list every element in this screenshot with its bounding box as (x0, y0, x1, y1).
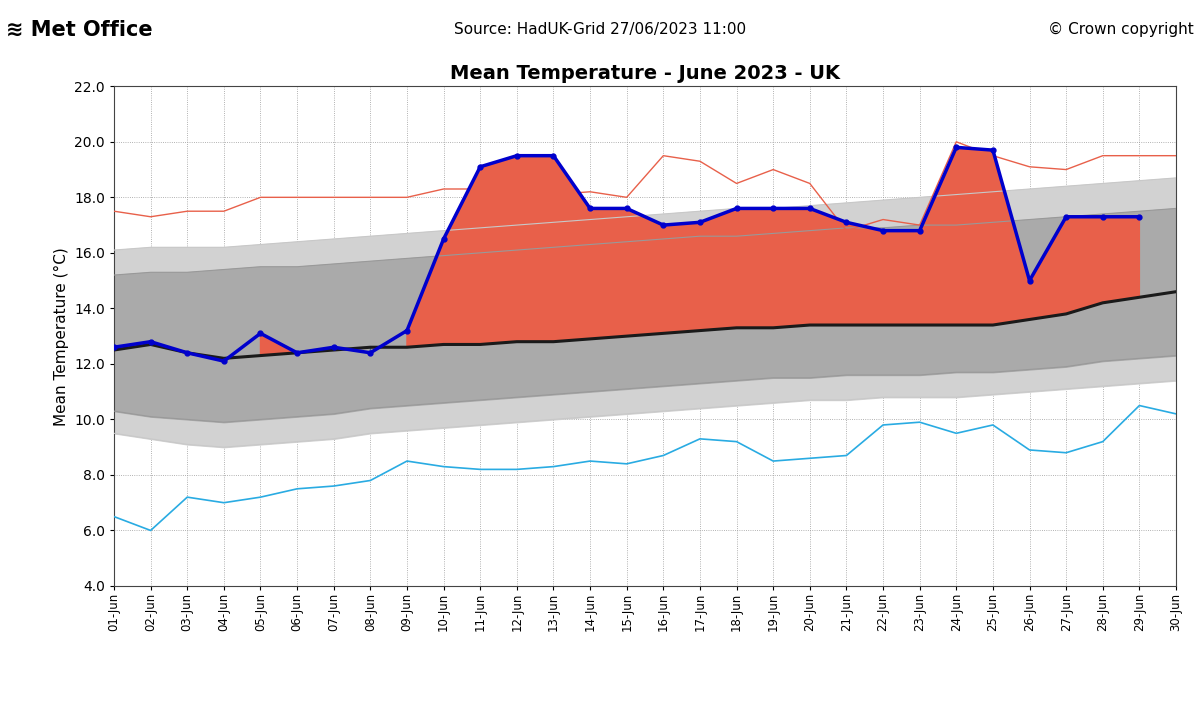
Text: ≋ Met Office: ≋ Met Office (6, 19, 152, 40)
Title: Mean Temperature - June 2023 - UK: Mean Temperature - June 2023 - UK (450, 64, 840, 83)
Y-axis label: Mean Temperature (°C): Mean Temperature (°C) (54, 247, 68, 426)
Text: © Crown copyright: © Crown copyright (1049, 22, 1194, 37)
Text: Source: HadUK-Grid 27/06/2023 11:00: Source: HadUK-Grid 27/06/2023 11:00 (454, 22, 746, 37)
